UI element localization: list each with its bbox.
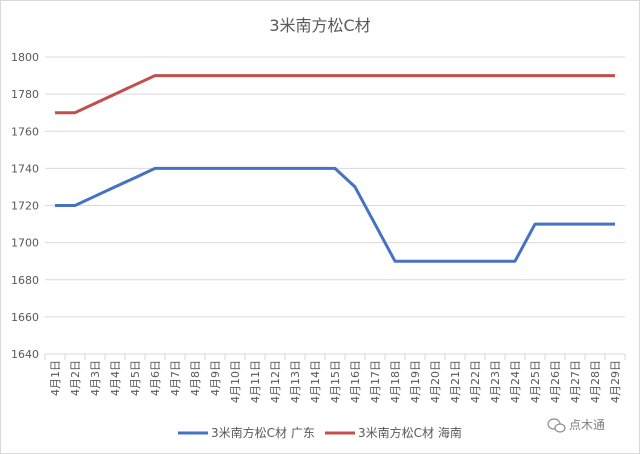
x-tick-label: 4月18日 [389, 360, 402, 403]
x-tick-label: 4月7日 [169, 360, 182, 396]
x-tick-label: 4月5日 [129, 360, 142, 396]
x-tick-label: 4月28日 [589, 360, 602, 403]
x-tick-label: 4月8日 [189, 360, 202, 396]
x-tick-label: 4月14日 [309, 360, 322, 403]
x-tick-label: 4月20日 [429, 360, 442, 403]
x-tick-label: 4月17日 [369, 360, 382, 403]
x-tick-label: 4月2日 [69, 360, 82, 396]
x-tick-label: 4月12日 [269, 360, 282, 403]
y-tick-label: 1700 [11, 237, 39, 250]
x-tick-label: 4月29日 [609, 360, 622, 403]
x-tick-label: 4月26日 [549, 360, 562, 403]
x-tick-label: 4月16日 [349, 360, 362, 403]
x-tick-label: 4月24日 [509, 360, 522, 403]
chart-title: 3米南方松C材 [269, 16, 370, 35]
legend-label-2: 3米南方松C材 海南 [358, 425, 462, 440]
x-tick-label: 4月13日 [289, 360, 302, 403]
x-tick-label: 4月10日 [229, 360, 242, 403]
y-tick-label: 1740 [11, 162, 39, 175]
y-axis-ticks: 1640 1660 1680 1700 1720 1740 1760 1780 1800 [11, 51, 39, 361]
watermark: 点木通 [547, 418, 605, 433]
y-tick-label: 1640 [11, 348, 39, 361]
x-tick-label: 4月3日 [89, 360, 102, 396]
x-tick-label: 4月25日 [529, 360, 542, 403]
y-tick-label: 1780 [11, 88, 39, 101]
x-tick-label: 4月19日 [409, 360, 422, 403]
x-tick-label: 4月21日 [449, 360, 462, 403]
x-tick-label: 4月27日 [569, 360, 582, 403]
x-tick-label: 4月15日 [329, 360, 342, 403]
gridlines [45, 56, 625, 355]
y-tick-label: 1800 [11, 51, 39, 64]
series-lines [55, 74, 615, 263]
x-tick-label: 4月6日 [149, 360, 162, 396]
legend-label-1: 3米南方松C材 广东 [211, 425, 315, 440]
legend: 3米南方松C材 广东 3米南方松C材 海南 [178, 425, 462, 440]
x-tick-label: 4月11日 [249, 360, 262, 403]
x-tick-label: 4月22日 [469, 360, 482, 403]
y-tick-label: 1660 [11, 311, 39, 324]
x-tick-label: 4月23日 [489, 360, 502, 403]
x-axis-ticks: 4月1日 4月2日 4月3日 4月4日 4月5日 4月6日 4月7日 4月8日 4月9日 4月10… [44, 354, 626, 403]
watermark-text: 点木通 [569, 418, 605, 432]
wechat-icon [547, 418, 566, 433]
x-tick-label: 4月4日 [109, 360, 122, 396]
y-tick-label: 1720 [11, 200, 39, 213]
x-tick-label: 4月1日 [49, 360, 62, 396]
x-tick-label: 4月9日 [209, 360, 222, 396]
y-tick-label: 1680 [11, 274, 39, 287]
y-tick-label: 1760 [11, 125, 39, 138]
series-line-2 [55, 74, 615, 115]
series-line-1 [55, 166, 615, 263]
